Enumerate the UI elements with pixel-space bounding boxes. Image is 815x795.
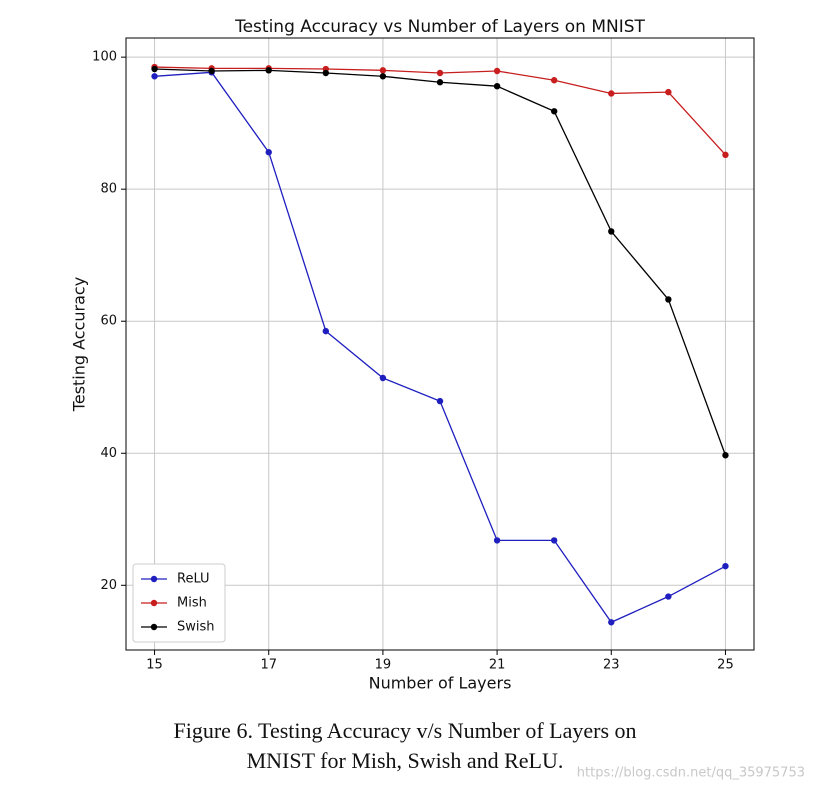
data-point [608,619,615,626]
legend-marker [150,623,158,631]
x-tick-label: 17 [260,658,277,673]
x-tick-label: 19 [375,658,392,673]
plot-area [126,38,754,650]
y-tick-label: 100 [92,50,117,65]
data-point [665,88,672,96]
data-point [436,79,444,86]
data-point [550,537,558,544]
data-point [265,149,272,156]
caption-line: Figure 6. Testing Accuracy v/s Number of… [174,718,637,743]
data-point [493,82,501,90]
data-point [436,397,444,405]
y-axis-label: Testing Accuracy [70,277,89,412]
legend-label: ReLU [177,572,210,587]
data-point [265,67,272,74]
data-point [665,593,672,600]
data-point [151,73,158,80]
x-axis-label: Number of Layers [369,674,512,693]
watermark: https://blog.csdn.net/qq_35975753 [577,766,805,781]
data-point [665,296,672,303]
data-point [608,90,615,97]
plot-frame [125,37,755,651]
legend-marker [150,575,158,583]
data-point [550,108,558,115]
data-point [379,67,387,74]
y-tick-label: 60 [100,314,117,329]
data-point [322,69,330,77]
legend-box [132,563,226,643]
legend-label: Mish [177,596,207,611]
x-tick-label: 25 [717,658,734,673]
chart-title: Testing Accuracy vs Number of Layers on … [234,17,645,37]
legend-label: Swish [177,620,215,635]
caption-line: MNIST for Mish, Swish and ReLU. [247,748,564,773]
data-point [493,537,501,544]
x-tick-label: 15 [146,658,163,673]
data-point [436,69,444,77]
data-point [608,228,615,235]
data-point [151,65,158,73]
data-point [722,151,729,159]
x-tick-label: 23 [603,658,620,673]
data-point [322,327,330,335]
data-point [493,67,501,75]
data-point [208,67,215,75]
legend-marker [150,599,158,607]
data-point [550,77,558,84]
data-point [722,452,729,459]
data-point [379,73,387,80]
y-tick-label: 40 [100,446,117,461]
data-point [379,374,387,382]
y-tick-label: 80 [100,182,117,197]
y-tick-label: 20 [100,578,117,593]
x-tick-label: 21 [489,658,506,673]
data-point [722,562,729,570]
